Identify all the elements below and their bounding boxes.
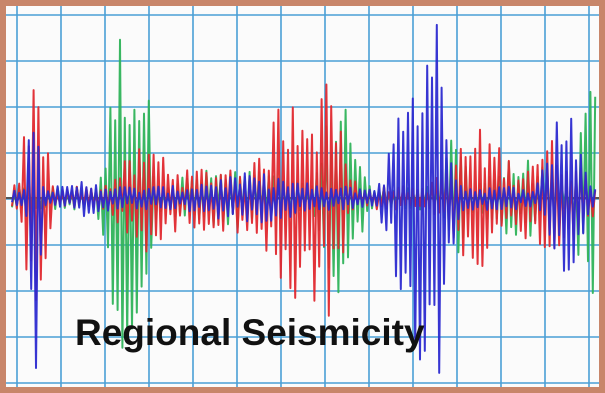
seismic-traces: [0, 23, 605, 374]
trace-blue: [11, 23, 597, 374]
caption-text: Regional Seismicity: [75, 312, 425, 353]
